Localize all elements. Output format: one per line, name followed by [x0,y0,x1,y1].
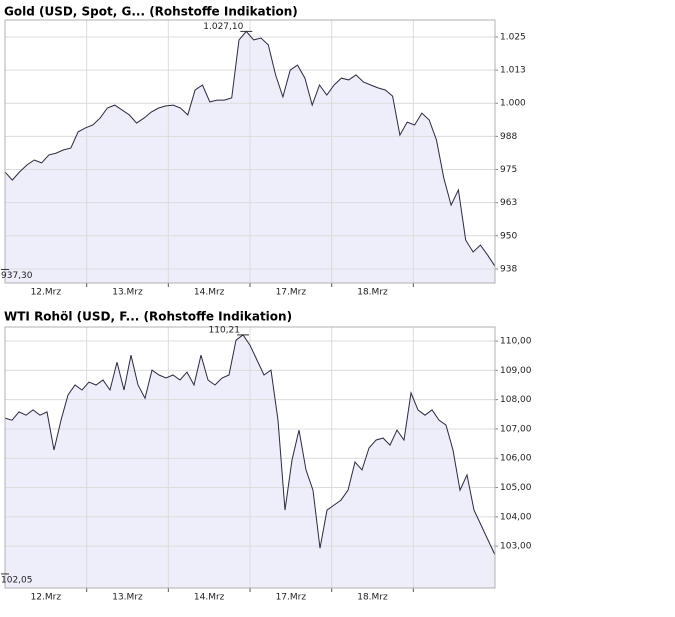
y-tick-label: 104,00 [500,512,532,522]
max-label: 110,21 [209,325,241,335]
y-tick-label: 107,00 [500,424,532,434]
y-tick-label: 108,00 [500,395,532,405]
x-tick-label: 12.Mrz [31,288,62,298]
x-tick-label: 14.Mrz [194,593,225,603]
x-tick-label: 18.Mrz [357,593,388,603]
plot-border [4,326,496,589]
y-tick-label: 109,00 [500,366,532,376]
line [4,30,496,267]
x-tick-label: 13.Mrz [112,593,143,603]
y-tick-label: 950 [500,231,517,241]
y-tick-label: 1.000 [500,99,526,109]
min-label: 102,05 [1,575,33,585]
y-tick-label: 975 [500,165,517,175]
x-tick-label: 18.Mrz [357,288,388,298]
x-tick-label: 14.Mrz [194,288,225,298]
max-label: 1.027,10 [203,22,243,32]
plot-border [4,19,496,284]
chart-title: WTI Rohöl (USD, F... (Rohstoffe Indikati… [4,310,292,324]
x-tick-label: 17.Mrz [276,288,307,298]
y-tick-label: 106,00 [500,454,532,464]
y-tick-label: 963 [500,198,517,208]
y-tick-label: 988 [500,132,517,142]
x-tick-label: 13.Mrz [112,288,143,298]
y-tick-label: 1.013 [500,66,526,76]
y-tick-label: 105,00 [500,483,532,493]
y-tick-label: 110,00 [500,337,532,347]
y-tick-label: 938 [500,264,517,274]
x-tick-label: 17.Mrz [276,593,307,603]
y-tick-label: 103,00 [500,542,532,552]
chart-title: Gold (USD, Spot, G... (Rohstoffe Indikat… [4,5,298,19]
x-tick-label: 12.Mrz [31,593,62,603]
y-tick-label: 1.025 [500,32,526,42]
min-label: 937,30 [1,271,33,281]
line [4,334,496,556]
